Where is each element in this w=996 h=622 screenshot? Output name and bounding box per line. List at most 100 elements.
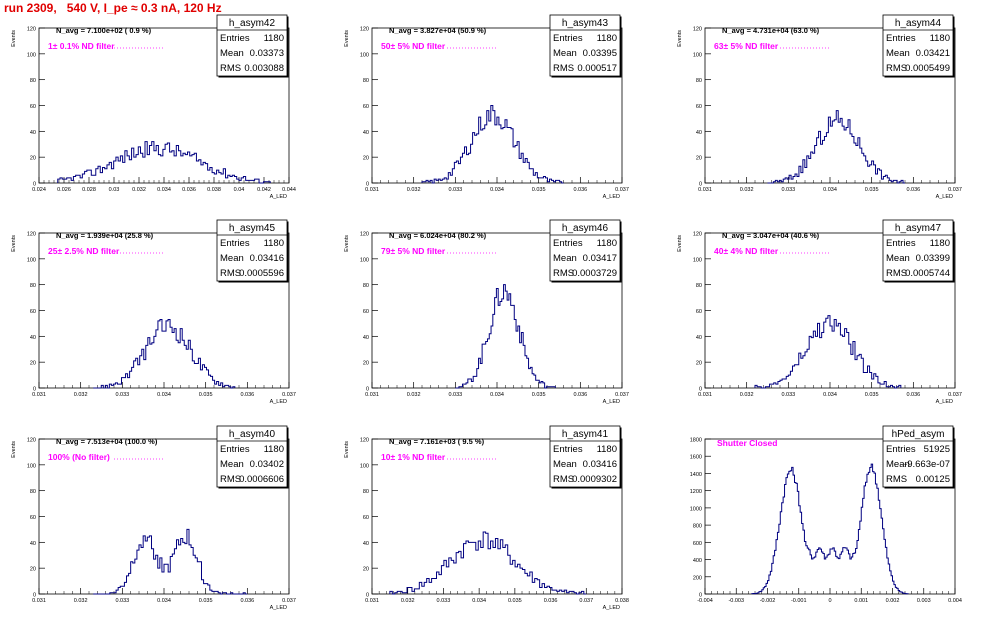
filter-label: 100% (No filter) — [48, 452, 110, 462]
y-tick-label: 80 — [363, 283, 369, 289]
histogram-line — [754, 315, 902, 389]
x-tick-label: 0.031 — [365, 392, 379, 398]
x-tick-label: 0.035 — [865, 392, 879, 398]
stats-key: Mean — [553, 459, 577, 470]
x-tick-label: 0.038 — [615, 598, 629, 604]
x-tick-label: -0.004 — [697, 598, 713, 604]
stats-title: h_asym44 — [895, 18, 942, 29]
y-tick-label: 0 — [33, 387, 36, 393]
navg-label: N_avg = 1.939e+04 (25.8 %) — [56, 231, 154, 240]
histogram-line — [767, 110, 905, 184]
stats-value: 0.03421 — [916, 48, 950, 59]
histogram-h_asym41: 0 20 40 60 80 100 120 0.031 0.032 0.033 0.034 0.035… — [344, 425, 629, 611]
y-tick-label: 100 — [693, 52, 702, 58]
stats-key: RMS — [220, 63, 241, 74]
stats-key: Entries — [220, 238, 250, 249]
stats-key: Entries — [553, 444, 583, 455]
stats-key: Entries — [220, 444, 250, 455]
y-tick-label: 800 — [693, 524, 702, 530]
stats-key: Entries — [886, 444, 916, 455]
stats-key: RMS — [220, 474, 241, 485]
x-tick-label: 0.031 — [32, 392, 46, 398]
x-tick-label: -0.002 — [760, 598, 776, 604]
histogram-h_asym46: 0 20 40 60 80 100 120 0.031 0.032 0.033 0.034 0.035… — [344, 219, 629, 405]
x-tick-label: 0.036 — [906, 392, 920, 398]
x-tick-label: 0.031 — [365, 598, 379, 604]
stats-value: 0.000517 — [577, 63, 617, 74]
y-tick-label: 200 — [693, 575, 702, 581]
stats-key: RMS — [886, 63, 907, 74]
stats-key: RMS — [553, 474, 574, 485]
x-tick-label: 0.037 — [948, 392, 962, 398]
x-tick-label: 0.034 — [823, 392, 837, 398]
y-tick-label: 0 — [366, 593, 369, 599]
y-tick-label: 60 — [696, 309, 702, 315]
stats-value: 1180 — [930, 33, 950, 44]
navg-label: N_avg = 7.513e+04 (100.0 %) — [56, 437, 158, 446]
y-axis-label: Events — [677, 30, 683, 47]
x-tick-label: 0.035 — [199, 598, 213, 604]
stats-box — [882, 425, 954, 488]
x-tick-label: 0.004 — [948, 598, 962, 604]
x-tick-label: 0.037 — [282, 392, 296, 398]
y-tick-label: 40 — [30, 541, 36, 547]
stats-title: h_asym41 — [562, 429, 609, 440]
stats-key: Mean — [886, 48, 910, 59]
stats-value: 0.03416 — [583, 459, 617, 470]
x-tick-label: 0.032 — [401, 598, 415, 604]
y-tick-label: 80 — [363, 489, 369, 495]
stats-key: RMS — [220, 268, 241, 279]
y-tick-label: 0 — [699, 182, 702, 188]
x-tick-label: 0.03 — [109, 187, 120, 193]
y-tick-label: 80 — [363, 78, 369, 84]
y-tick-label: 60 — [30, 309, 36, 315]
histogram-line — [421, 105, 564, 184]
y-axis-label: Events — [11, 30, 17, 47]
y-tick-label: 0 — [33, 593, 36, 599]
navg-label: N_avg = 6.024e+04 (80.2 %) — [389, 231, 487, 240]
y-tick-label: 20 — [363, 156, 369, 162]
stats-title: h_asym42 — [229, 18, 276, 29]
y-tick-label: 120 — [693, 232, 702, 238]
stats-box — [549, 219, 621, 282]
histogram-h_asym44: 0 20 40 60 80 100 120 0.031 0.032 0.033 0.034 0.035… — [677, 14, 962, 200]
stats-value: 0.03399 — [916, 253, 950, 264]
filter-label: 1± 0.1% ND filter — [48, 41, 115, 51]
x-tick-label: 0.032 — [740, 392, 754, 398]
x-tick-label: 0.032 — [407, 187, 421, 193]
histogram-line — [455, 284, 556, 389]
histogram-line — [57, 141, 271, 184]
y-tick-label: 100 — [27, 52, 36, 58]
stats-box — [882, 219, 954, 282]
y-tick-label: 60 — [30, 104, 36, 110]
stats-box — [549, 14, 621, 77]
navg-label: N_avg = 3.827e+04 (50.9 %) — [389, 26, 487, 35]
y-tick-label: 80 — [30, 489, 36, 495]
y-tick-label: 1000 — [690, 506, 702, 512]
y-tick-label: 80 — [30, 283, 36, 289]
x-tick-label: 0.032 — [407, 392, 421, 398]
stats-title: h_asym43 — [562, 18, 609, 29]
x-tick-label: 0.035 — [508, 598, 522, 604]
stats-value: 1180 — [597, 444, 617, 455]
y-tick-label: 600 — [693, 541, 702, 547]
x-tick-label: 0.032 — [74, 392, 88, 398]
stats-value: 0.0005744 — [905, 268, 950, 279]
y-tick-label: 120 — [360, 232, 369, 238]
x-tick-label: 0.026 — [57, 187, 71, 193]
stats-title: h_asym46 — [562, 223, 609, 234]
filter-label: Shutter Closed — [717, 438, 777, 448]
x-tick-label: 0.044 — [282, 187, 296, 193]
y-tick-label: 20 — [363, 361, 369, 367]
y-tick-label: 20 — [30, 156, 36, 162]
navg-label: N_avg = 7.100e+02 ( 0.9 %) — [56, 26, 152, 35]
x-tick-label: 0.032 — [740, 187, 754, 193]
y-tick-label: 120 — [27, 232, 36, 238]
stats-key: Mean — [220, 48, 244, 59]
stats-key: Entries — [886, 238, 916, 249]
histogram-line — [389, 531, 587, 595]
stats-key: Mean — [886, 253, 910, 264]
stats-value: 0.0006606 — [239, 474, 284, 485]
stats-value: 1180 — [264, 33, 284, 44]
stats-box — [882, 14, 954, 77]
